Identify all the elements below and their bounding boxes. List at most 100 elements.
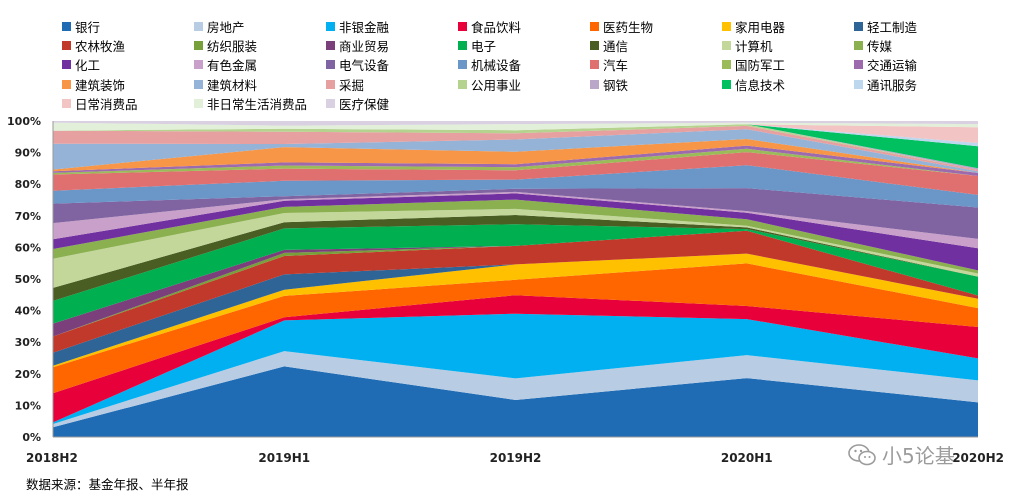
- legend-label: 日常消费品: [75, 96, 138, 112]
- legend-swatch: [854, 41, 863, 51]
- legend-item: 非日常生活消费品: [194, 94, 307, 113]
- legend-item: 纺织服装: [194, 36, 257, 55]
- legend-swatch: [194, 41, 203, 51]
- legend-item: 家用电器: [722, 17, 785, 36]
- legend-label: 轻工制造: [867, 20, 918, 35]
- legend-swatch: [326, 41, 335, 51]
- legend-label: 医药生物: [603, 20, 654, 35]
- legend-item: 公用事业: [458, 75, 521, 94]
- legend-label: 非银金融: [339, 20, 390, 35]
- legend-label: 房地产: [207, 20, 245, 35]
- x-tick-label: 2020H2: [952, 451, 1004, 465]
- area-series-layer: [53, 121, 978, 437]
- legend-swatch: [854, 60, 863, 70]
- legend-item: 信息技术: [722, 75, 785, 94]
- legend-item: 医药生物: [590, 17, 653, 36]
- legend-item: 非银金融: [326, 17, 389, 36]
- legend-label: 有色金属: [207, 58, 258, 74]
- area-series: [53, 313, 978, 424]
- legend-swatch: [194, 79, 203, 89]
- legend-swatch: [458, 41, 467, 51]
- legend-item: 商业贸易: [326, 36, 389, 55]
- legend-label: 农林牧渔: [75, 39, 126, 55]
- legend-swatch: [62, 41, 71, 51]
- legend-label: 化工: [75, 58, 101, 74]
- legend-label: 公用事业: [471, 77, 522, 93]
- legend-swatch: [326, 60, 335, 70]
- legend-swatch: [590, 41, 599, 51]
- legend-label: 交通运输: [867, 58, 918, 74]
- legend-label: 钢铁: [603, 77, 629, 93]
- legend-swatch: [590, 60, 599, 70]
- x-tick-label: 2019H2: [490, 451, 542, 465]
- axes-layer: 0% 10% 20% 30% 40% 50% 60% 70% 80% 90% 100% 2018H2 2…: [7, 115, 1004, 465]
- legend-label: 银行: [75, 20, 101, 35]
- y-tick-label: 10%: [15, 399, 41, 412]
- watermark-text: 小5论基: [882, 444, 955, 468]
- area-series: [53, 129, 978, 173]
- area-series: [53, 125, 978, 172]
- legend-swatch: [194, 22, 203, 31]
- area-series: [53, 230, 978, 353]
- legend-label: 建筑装饰: [75, 77, 126, 93]
- legend-swatch: [326, 98, 335, 108]
- area-series: [53, 263, 978, 394]
- wechat-icon: [848, 443, 876, 465]
- legend-swatch: [458, 79, 467, 89]
- legend-item: 电气设备: [326, 55, 389, 74]
- x-tick-label: 2018H2: [26, 451, 78, 465]
- legend-item: 计算机: [722, 36, 773, 55]
- x-tick-label: 2020H1: [721, 451, 773, 465]
- legend-label: 传媒: [867, 39, 893, 55]
- legend-item: 钢铁: [590, 75, 628, 94]
- legend-item: 国防军工: [722, 55, 785, 74]
- y-tick-label: 30%: [15, 336, 41, 349]
- legend-item: 有色金属: [194, 55, 257, 74]
- y-tick-label: 50%: [15, 273, 41, 286]
- legend-label: 商业贸易: [339, 39, 390, 55]
- legend-swatch: [458, 60, 467, 70]
- legend-swatch: [722, 41, 731, 51]
- legend-item: 交通运输: [854, 55, 917, 74]
- chart-legend: 银行 房地产 非银金融 食品饮料 医药生物 家用电器 轻工制造 农林牧渔 纺织服装 商业贸易 电子通…: [0, 0, 1021, 118]
- legend-label: 建筑材料: [207, 77, 258, 93]
- legend-label: 机械设备: [471, 58, 522, 74]
- legend-label: 采掘: [339, 77, 365, 93]
- area-series: [53, 124, 978, 143]
- legend-label: 电子: [471, 39, 497, 55]
- legend-swatch: [722, 79, 731, 89]
- x-tick-label: 2019H1: [258, 451, 310, 465]
- area-series: [53, 165, 978, 208]
- area-series: [53, 188, 978, 239]
- legend-swatch: [62, 22, 71, 31]
- legend-item: 采掘: [326, 75, 364, 94]
- legend-item: 建筑材料: [194, 75, 257, 94]
- legend-label: 通信: [603, 39, 629, 55]
- legend-label: 医疗保健: [339, 96, 390, 112]
- legend-swatch: [458, 22, 467, 31]
- legend-label: 通讯服务: [867, 77, 918, 93]
- y-tick-label: 0%: [22, 431, 41, 444]
- y-tick-label: 40%: [15, 305, 41, 318]
- legend-swatch: [722, 22, 731, 31]
- area-series: [53, 122, 978, 131]
- legend-label: 国防军工: [735, 58, 786, 74]
- legend-label: 电气设备: [339, 58, 390, 74]
- legend-item: 银行: [62, 17, 100, 36]
- legend-item: 房地产: [194, 17, 245, 36]
- legend-label: 汽车: [603, 58, 629, 74]
- legend-item: 农林牧渔: [62, 36, 125, 55]
- stacked-area-chart: 0% 10% 20% 30% 40% 50% 60% 70% 80% 90% 100% 2018H2 2…: [7, 115, 1004, 465]
- legend-item: 食品饮料: [458, 17, 521, 36]
- area-series: [53, 366, 978, 437]
- area-series: [53, 253, 978, 368]
- area-series: [53, 152, 978, 195]
- legend-item: 传媒: [854, 36, 892, 55]
- legend-item: 轻工制造: [854, 17, 917, 36]
- legend-item: 日常消费品: [62, 94, 138, 113]
- legend-swatch: [62, 98, 71, 108]
- watermark: 小5论基: [848, 440, 955, 469]
- legend-swatch: [590, 22, 599, 31]
- legend-item: 化工: [62, 55, 100, 74]
- y-tick-label: 60%: [15, 241, 41, 254]
